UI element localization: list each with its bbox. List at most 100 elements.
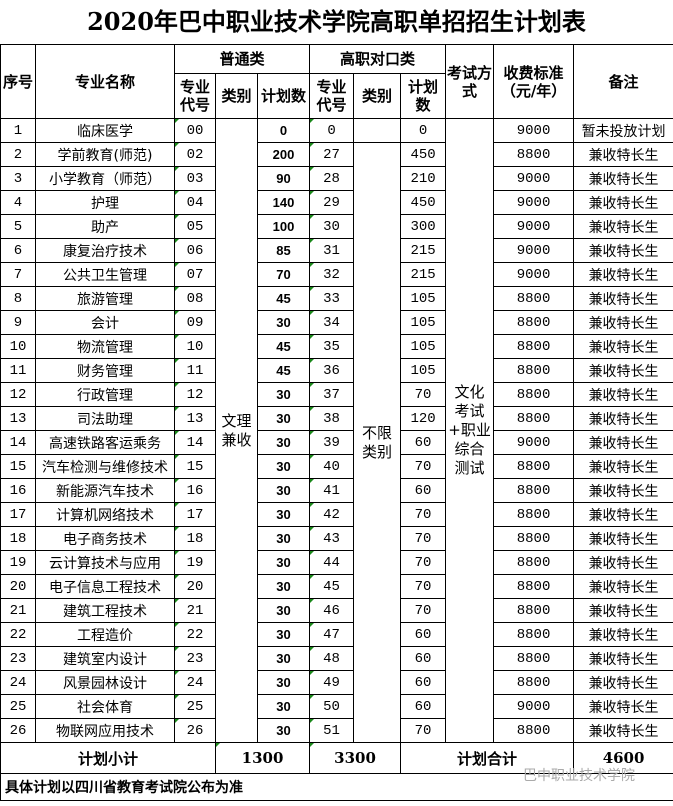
- subtotal-label: 计划小计: [0, 742, 216, 774]
- header-vocational-code: 专业代号: [309, 73, 355, 119]
- row-fee: 8800: [493, 622, 575, 647]
- header-general-plan: 计划数: [256, 73, 311, 119]
- row-major: 社会体育: [35, 694, 175, 719]
- row-general-plan: 30: [256, 598, 311, 623]
- row-vocational-code: 45: [309, 574, 355, 599]
- row-remark: 兼收特长生: [573, 694, 673, 719]
- row-major: 康复治疗技术: [35, 238, 175, 263]
- row-seq: 25: [0, 694, 36, 719]
- row-remark: 暂未投放计划: [573, 118, 673, 143]
- row-general-code: 03: [174, 166, 216, 191]
- row-general-code: 17: [174, 502, 216, 527]
- header-general: 普通类: [173, 44, 311, 74]
- row-fee: 8800: [493, 718, 575, 743]
- row-general-plan: 140: [256, 190, 311, 215]
- row-fee: 8800: [493, 142, 575, 167]
- row-general-plan: 45: [256, 358, 311, 383]
- row-remark: 兼收特长生: [573, 286, 673, 311]
- row-vocational-code: 29: [309, 190, 355, 215]
- row-general-plan: 30: [256, 574, 311, 599]
- row-general-plan: 85: [256, 238, 311, 263]
- row-vocational-plan: 215: [400, 262, 447, 287]
- row-general-plan: 45: [256, 334, 311, 359]
- header-fee: 收费标准（元/年）: [493, 44, 575, 119]
- row-remark: 兼收特长生: [573, 358, 673, 383]
- table-row: 1 临床医学 00 文理兼收 0 0 0 文化考试+职业综合测试 9000 暂未投放计划: [0, 118, 673, 743]
- row-general-code: 18: [174, 526, 216, 551]
- row-general-plan: 30: [256, 694, 311, 719]
- row-seq: 9: [0, 310, 36, 335]
- row-vocational-code: 33: [309, 286, 355, 311]
- row-vocational-code: 40: [309, 454, 355, 479]
- row-general-code: 15: [174, 454, 216, 479]
- row-general-plan: 30: [256, 646, 311, 671]
- row-general-code: 21: [174, 598, 216, 623]
- row-remark: 兼收特长生: [573, 262, 673, 287]
- row-fee: 8800: [493, 670, 575, 695]
- row-fee: 8800: [493, 598, 575, 623]
- row-vocational-plan: 105: [400, 310, 447, 335]
- row-fee: 9000: [493, 214, 575, 239]
- row-vocational-plan: 60: [400, 478, 447, 503]
- row-seq: 22: [0, 622, 36, 647]
- row-vocational-code: 41: [309, 478, 355, 503]
- row-major: 云计算技术与应用: [35, 550, 175, 575]
- table-row: 26 物联网应用技术 26 30 51 70 8800 兼收特长生: [0, 718, 673, 743]
- row-general-plan: 30: [256, 502, 311, 527]
- table-row: 19 云计算技术与应用 19 30 44 70 8800 兼收特长生: [0, 550, 673, 575]
- row-vocational-plan: 0: [400, 118, 447, 143]
- row-fee: 9000: [493, 118, 575, 143]
- row-general-plan: 30: [256, 478, 311, 503]
- general-category-cell: 文理兼收: [215, 118, 258, 743]
- row-vocational-plan: 300: [400, 214, 447, 239]
- row-major: 司法助理: [35, 406, 175, 431]
- row-general-code: 13: [174, 406, 216, 431]
- row-vocational-plan: 60: [400, 430, 447, 455]
- row-vocational-code: 44: [309, 550, 355, 575]
- row-fee: 8800: [493, 574, 575, 599]
- row-remark: 兼收特长生: [573, 526, 673, 551]
- row-fee: 8800: [493, 334, 575, 359]
- row-major: 公共卫生管理: [35, 262, 175, 287]
- header-general-code: 专业代号: [174, 73, 216, 119]
- row-remark: 兼收特长生: [573, 718, 673, 743]
- row-vocational-plan: 70: [400, 550, 447, 575]
- row-fee: 9000: [493, 262, 575, 287]
- table-row: 11 财务管理 11 45 36 105 8800 兼收特长生: [0, 358, 673, 383]
- row-major: 学前教育(师范): [35, 142, 175, 167]
- row-major: 建筑工程技术: [35, 598, 175, 623]
- table-row: 13 司法助理 13 30 38 120 8800 兼收特长生: [0, 406, 673, 431]
- row-seq: 6: [0, 238, 36, 263]
- row-vocational-plan: 450: [400, 190, 447, 215]
- row-vocational-code: 36: [309, 358, 355, 383]
- row-remark: 兼收特长生: [573, 430, 673, 455]
- exam-method-cell: 文化考试+职业综合测试: [445, 118, 495, 743]
- row-seq: 3: [0, 166, 36, 191]
- row-remark: 兼收特长生: [573, 574, 673, 599]
- row-seq: 26: [0, 718, 36, 743]
- row-general-code: 02: [174, 142, 216, 167]
- row-general-code: 06: [174, 238, 216, 263]
- row-seq: 17: [0, 502, 36, 527]
- row-vocational-code: 30: [309, 214, 355, 239]
- row-major: 助产: [35, 214, 175, 239]
- table-row: 3 小学教育（师范） 03 90 28 210 9000 兼收特长生: [0, 166, 673, 191]
- row-remark: 兼收特长生: [573, 166, 673, 191]
- table-row: 9 会计 09 30 34 105 8800 兼收特长生: [0, 310, 673, 335]
- row-fee: 8800: [493, 358, 575, 383]
- general-total: 1300: [214, 742, 311, 774]
- row-fee: 8800: [493, 550, 575, 575]
- row-general-plan: 30: [256, 550, 311, 575]
- vocational-category-cell: [353, 118, 402, 143]
- row-general-plan: 30: [256, 382, 311, 407]
- row-general-code: 11: [174, 358, 216, 383]
- table-row: 5 助产 05 100 30 300 9000 兼收特长生: [0, 214, 673, 239]
- row-seq: 8: [0, 286, 36, 311]
- row-remark: 兼收特长生: [573, 550, 673, 575]
- header-major: 专业名称: [35, 44, 175, 119]
- row-fee: 8800: [493, 526, 575, 551]
- page-title: 2020年巴中职业技术学院高职单招招生计划表: [87, 7, 586, 36]
- row-seq: 18: [0, 526, 36, 551]
- table-row: 15 汽车检测与维修技术 15 30 40 70 8800 兼收特长生: [0, 454, 673, 479]
- row-vocational-code: 47: [309, 622, 355, 647]
